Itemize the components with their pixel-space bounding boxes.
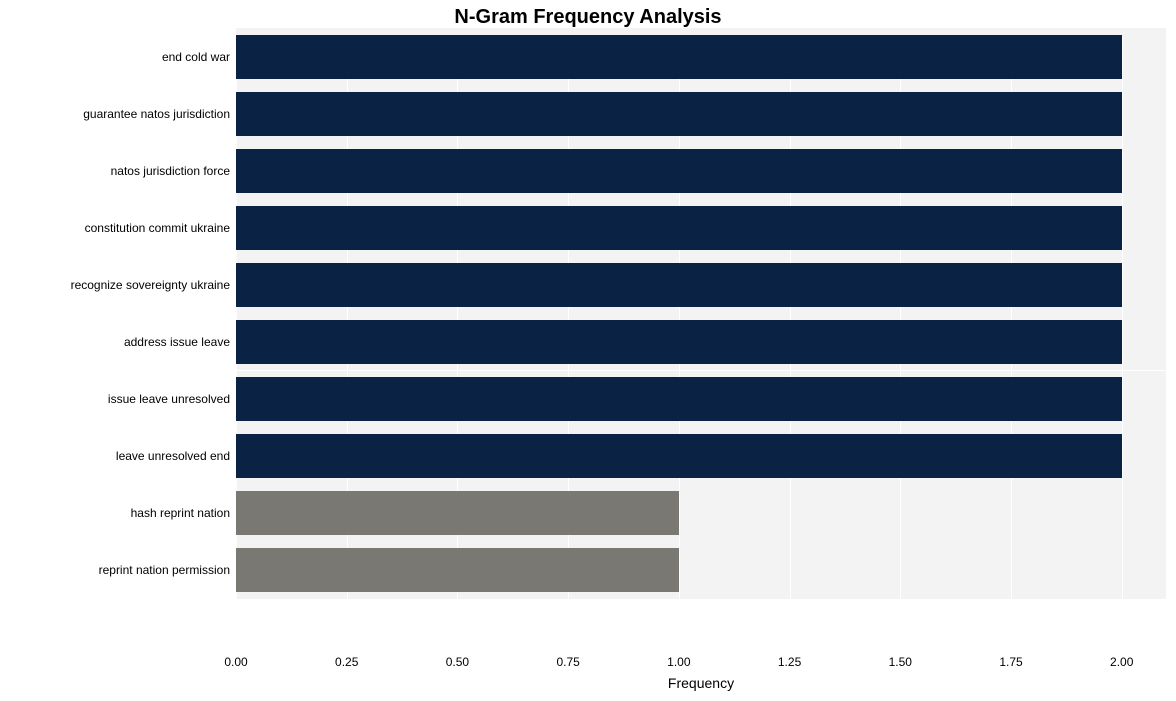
bar <box>236 206 1122 250</box>
y-tick-label: hash reprint nation <box>0 506 230 520</box>
bar <box>236 320 1122 364</box>
plot-area <box>236 37 1166 647</box>
y-tick-label: reprint nation permission <box>0 563 230 577</box>
y-tick-label: address issue leave <box>0 335 230 349</box>
x-tick-label: 0.75 <box>556 655 579 669</box>
chart-title: N-Gram Frequency Analysis <box>0 6 1176 29</box>
x-tick-label: 2.00 <box>1110 655 1133 669</box>
y-tick-label: constitution commit ukraine <box>0 221 230 235</box>
y-tick-label: recognize sovereignty ukraine <box>0 278 230 292</box>
bar <box>236 35 1122 79</box>
y-tick-label: end cold war <box>0 50 230 64</box>
x-tick-label: 1.00 <box>667 655 690 669</box>
y-tick-label: natos jurisdiction force <box>0 164 230 178</box>
x-tick-label: 0.50 <box>446 655 469 669</box>
bar <box>236 377 1122 421</box>
y-tick-label: leave unresolved end <box>0 449 230 463</box>
grid-line <box>1122 37 1123 647</box>
y-tick-label: guarantee natos jurisdiction <box>0 107 230 121</box>
bar <box>236 92 1122 136</box>
y-tick-label: issue leave unresolved <box>0 392 230 406</box>
x-axis-label: Frequency <box>668 675 734 691</box>
bar <box>236 149 1122 193</box>
bar <box>236 491 679 535</box>
x-tick-label: 1.75 <box>999 655 1022 669</box>
bar <box>236 263 1122 307</box>
x-tick-label: 1.50 <box>889 655 912 669</box>
bar <box>236 434 1122 478</box>
ngram-chart: N-Gram Frequency Analysis end cold war gu… <box>0 0 1176 701</box>
x-tick-label: 1.25 <box>778 655 801 669</box>
bar <box>236 548 679 592</box>
x-tick-label: 0.00 <box>224 655 247 669</box>
x-tick-label: 0.25 <box>335 655 358 669</box>
